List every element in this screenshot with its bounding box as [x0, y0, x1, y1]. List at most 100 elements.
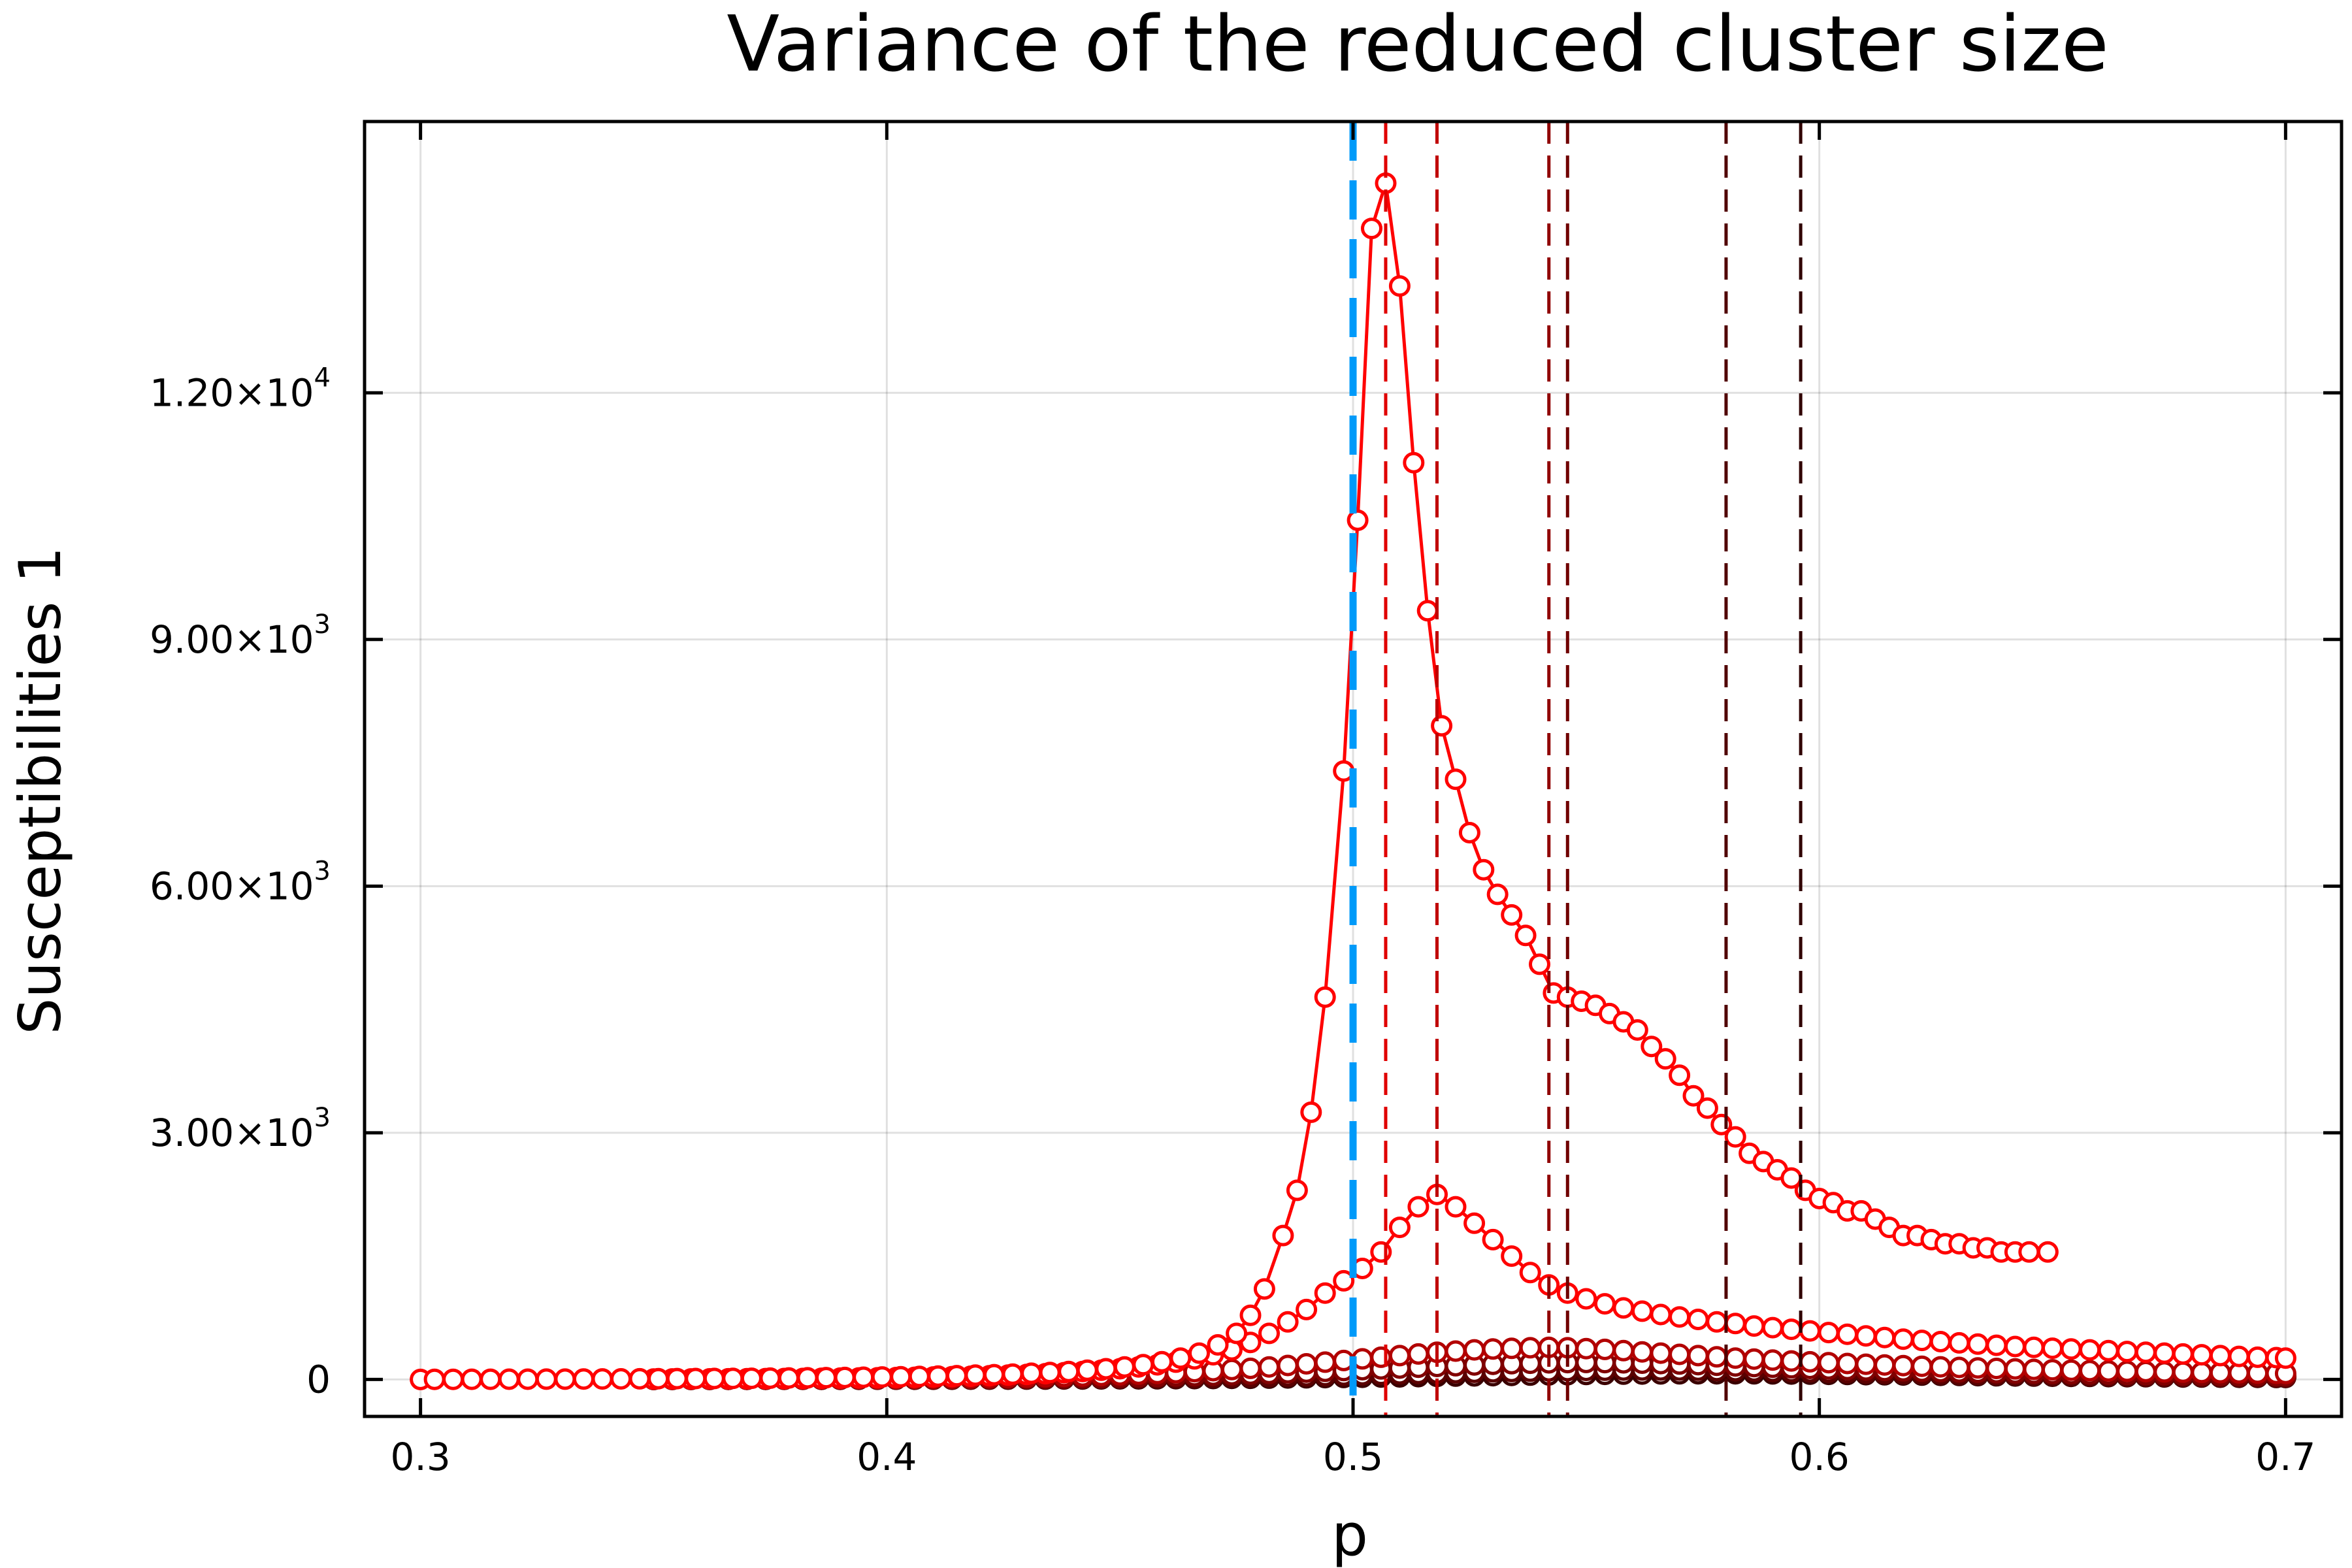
- data-point: [2116, 1341, 2138, 1363]
- data-point: [1501, 1245, 1523, 1267]
- data-point: [1169, 1347, 1192, 1369]
- data-point: [1501, 1337, 1523, 1360]
- data-point: [1780, 1318, 1803, 1341]
- data-point: [1626, 1019, 1648, 1041]
- y-tick-mantissa: 3.00×10: [150, 1111, 314, 1155]
- data-point: [1799, 1320, 1821, 1342]
- data-point: [2060, 1359, 2082, 1381]
- data-point: [1132, 1354, 1154, 1376]
- y-axis-label: Susceptibilities 1: [7, 547, 74, 1035]
- data-point: [1188, 1342, 1210, 1364]
- data-point: [1929, 1331, 1952, 1352]
- data-point: [1272, 1224, 1294, 1247]
- data-point: [1911, 1330, 1933, 1352]
- data-point: [871, 1366, 893, 1388]
- data-point: [1724, 1313, 1746, 1335]
- data-point: [1874, 1326, 1896, 1348]
- data-point: [945, 1365, 968, 1387]
- plot-content: [410, 122, 2296, 1416]
- data-point: [2018, 1241, 2040, 1263]
- data-point: [2172, 1343, 2194, 1365]
- data-point: [2191, 1344, 2213, 1366]
- data-point: [1388, 1217, 1411, 1239]
- data-point: [908, 1365, 930, 1388]
- data-point: [2079, 1360, 2101, 1382]
- data-point: [572, 1368, 595, 1390]
- y-tick-mantissa: 9.00×10: [150, 617, 314, 662]
- data-point: [1818, 1352, 1840, 1374]
- data-point: [1445, 1196, 1467, 1218]
- data-point: [1445, 768, 1467, 791]
- data-point: [2097, 1360, 2119, 1382]
- data-point: [1724, 1347, 1746, 1369]
- data-point: [853, 1366, 875, 1388]
- data-point: [2060, 1338, 2082, 1360]
- y-tick-exponent: 4: [314, 363, 331, 393]
- data-point: [685, 1367, 707, 1390]
- data-point: [591, 1368, 613, 1390]
- data-point: [1575, 1337, 1597, 1360]
- data-point: [2116, 1360, 2138, 1382]
- y-tick-exponent: 3: [314, 856, 331, 886]
- data-point: [1021, 1362, 1043, 1384]
- data-point: [1258, 1356, 1280, 1378]
- data-point: [1388, 275, 1411, 297]
- data-point: [1593, 1293, 1616, 1315]
- data-point: [1151, 1350, 1173, 1373]
- data-point: [1519, 1337, 1541, 1359]
- data-point: [1473, 858, 1495, 881]
- data-point: [1743, 1315, 1765, 1337]
- y-tick-label: 1.20×104: [150, 363, 331, 415]
- data-point: [703, 1367, 725, 1390]
- data-point: [1220, 1358, 1243, 1380]
- y-tick-exponent: 3: [314, 610, 331, 640]
- data-point: [796, 1367, 819, 1389]
- data-point: [1529, 953, 1550, 975]
- data-point: [1514, 924, 1537, 947]
- data-point: [1039, 1362, 1061, 1384]
- data-point: [2134, 1360, 2157, 1382]
- data-point: [2274, 1347, 2296, 1369]
- data-point: [1985, 1334, 2008, 1356]
- data-point: [1612, 1339, 1635, 1362]
- data-point: [1799, 1350, 1821, 1373]
- data-point: [1113, 1356, 1135, 1378]
- chart-title: Variance of the reduced cluster size: [727, 0, 2108, 89]
- data-point: [1593, 1338, 1616, 1360]
- data-point: [1948, 1331, 1970, 1354]
- data-point: [1669, 1343, 1691, 1365]
- y-tick-exponent: 3: [314, 1103, 331, 1133]
- data-point: [1501, 904, 1523, 926]
- data-point: [1486, 883, 1509, 906]
- data-point: [1967, 1357, 1989, 1379]
- data-point: [1416, 600, 1439, 622]
- data-point: [1761, 1316, 1784, 1339]
- x-tick-label: 0.3: [391, 1435, 451, 1479]
- data-point: [1967, 1333, 1989, 1355]
- data-point: [1612, 1297, 1635, 1319]
- y-tick-mantissa: 0: [306, 1357, 331, 1401]
- data-point: [2023, 1358, 2045, 1380]
- data-point: [1706, 1311, 1728, 1333]
- ticks: 0.3 0.4 0.5 0.6 0.703.00×1036.00×1039.00×103…: [150, 122, 2342, 1479]
- y-tick-label: 9.00×103: [150, 610, 331, 662]
- data-point: [983, 1364, 1005, 1386]
- data-point: [722, 1367, 744, 1390]
- data-point: [1631, 1341, 1653, 1363]
- data-point: [1855, 1325, 1877, 1347]
- data-point: [1911, 1355, 1933, 1377]
- data-point: [1687, 1345, 1709, 1367]
- y-tick-label: 3.00×103: [150, 1103, 331, 1155]
- data-point: [815, 1367, 837, 1389]
- data-point: [1654, 1048, 1676, 1070]
- data-point: [2004, 1358, 2026, 1380]
- data-point: [1743, 1348, 1765, 1370]
- data-point: [2036, 1241, 2059, 1263]
- y-tick-label: 0: [306, 1357, 331, 1401]
- data-point: [535, 1368, 557, 1390]
- data-point: [927, 1365, 949, 1387]
- data-point: [1641, 1036, 1663, 1058]
- data-point: [777, 1367, 800, 1389]
- data-point: [1226, 1322, 1248, 1345]
